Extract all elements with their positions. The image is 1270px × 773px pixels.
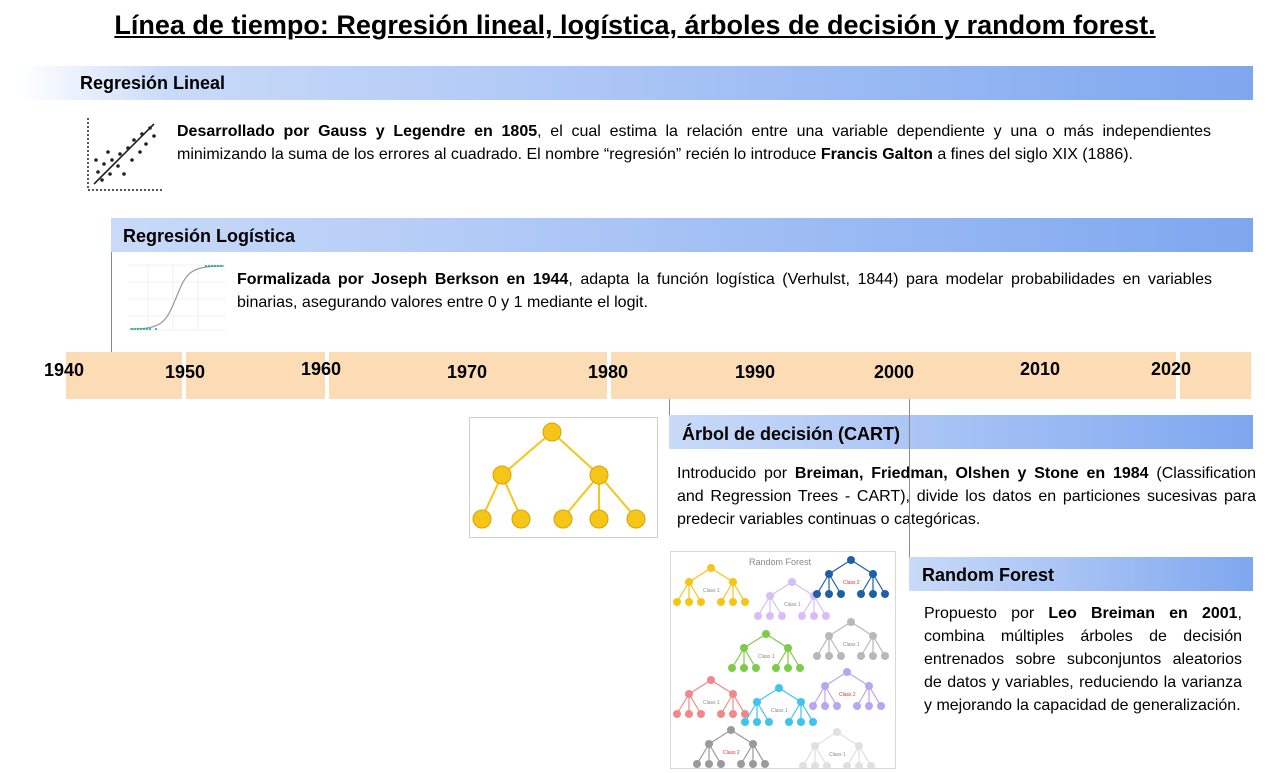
logistic-author: Formalizada por Joseph Berkson en 1944 xyxy=(237,271,569,288)
rf-image-title: Random Forest xyxy=(749,557,812,567)
cart-description: Introducido por Breiman, Friedman, Olshe… xyxy=(677,462,1256,531)
cart-authors: Breiman, Friedman, Olshen y Stone en 198… xyxy=(794,465,1149,482)
forest-tree: Class 2 xyxy=(693,726,769,768)
scatter-plot-icon xyxy=(87,118,162,191)
decision-tree-icon xyxy=(469,417,658,538)
year-2010: 2010 xyxy=(1020,359,1061,379)
forest-class-label: Class 1 xyxy=(703,588,720,594)
random-forest-heading: Random Forest xyxy=(922,565,1055,585)
year-1960: 1960 xyxy=(301,359,342,379)
forest-class-label: Class 2 xyxy=(839,692,856,698)
year-1980: 1980 xyxy=(588,362,629,382)
logistic-connector xyxy=(111,251,112,352)
cart-text-0: Introducido por xyxy=(677,465,795,482)
linear-text-1: , el cual estima la relación entre una v… xyxy=(177,123,1211,163)
forest-tree: Class 1 xyxy=(728,630,804,672)
logistic-text: , adapta la función logística (Verhulst,… xyxy=(237,271,1212,311)
linear-regression-heading: Regresión Lineal xyxy=(80,73,226,93)
year-2020: 2020 xyxy=(1151,359,1192,379)
random-forest-illustration: Random Forest Class 1 Class 1 Class 2 Class… xyxy=(670,551,896,770)
cart-text-1: (Classification and Regression Trees - C… xyxy=(677,465,1256,528)
rf-author: Leo Breiman en 2001 xyxy=(1048,605,1238,622)
logistic-curve-icon xyxy=(118,260,228,338)
forest-class-label: Class 1 xyxy=(784,602,801,608)
logistic-regression-description: Formalizada por Joseph Berkson en 1944, … xyxy=(237,268,1212,314)
year-2000: 2000 xyxy=(874,362,915,382)
forest-class-label: Class 1 xyxy=(829,752,846,758)
cart-connector xyxy=(669,399,670,415)
cart-band xyxy=(669,415,1253,449)
year-1950: 1950 xyxy=(165,362,206,382)
forest-class-label: Class 1 xyxy=(758,654,775,660)
forest-class-label: Class 1 xyxy=(843,642,860,648)
rf-text-1: , combina múltiples árboles de decisión … xyxy=(924,605,1242,714)
axis-segment-3 xyxy=(329,352,607,399)
forest-tree: Class 2 xyxy=(809,668,885,710)
forest-tree: Class 1 xyxy=(673,676,749,718)
forest-tree: Class 1 xyxy=(799,728,875,770)
forest-tree: Class 1 xyxy=(741,684,817,726)
forest-class-label: Class 1 xyxy=(771,708,788,714)
page-title: Línea de tiempo: Regresión lineal, logís… xyxy=(114,10,1156,40)
forest-tree: Class 2 xyxy=(813,556,889,598)
year-1990: 1990 xyxy=(735,362,776,382)
random-forest-description: Propuesto por Leo Breiman en 2001, combi… xyxy=(924,602,1242,717)
forest-tree: Class 1 xyxy=(813,618,889,660)
logistic-regression-heading: Regresión Logística xyxy=(123,226,296,246)
forest-class-label: Class 2 xyxy=(843,580,860,586)
rf-connector xyxy=(909,399,910,557)
cart-heading: Árbol de decisión (CART) xyxy=(682,424,901,444)
linear-regression-band xyxy=(20,66,1253,100)
linear-authors: Desarrollado por Gauss y Legendre en 180… xyxy=(177,123,538,140)
forest-tree: Class 1 xyxy=(673,564,749,606)
axis-segment-1 xyxy=(66,352,182,399)
rf-text-0: Propuesto por xyxy=(924,605,1049,622)
forest-tree: Class 1 xyxy=(754,578,830,620)
linear-galton: Francis Galton xyxy=(820,146,933,163)
axis-segment-4 xyxy=(611,352,1176,399)
axis-segment-5 xyxy=(1180,352,1251,399)
year-1940: 1940 xyxy=(44,360,85,380)
random-forest-band xyxy=(909,557,1253,591)
forest-class-label: Class 2 xyxy=(723,750,740,756)
forest-class-label: Class 1 xyxy=(703,700,720,706)
linear-regression-description: Desarrollado por Gauss y Legendre en 180… xyxy=(177,120,1211,166)
year-1970: 1970 xyxy=(447,362,488,382)
axis-segment-2 xyxy=(186,352,325,399)
forest-trees: Class 1 Class 1 Class 2 Class 1 Class 1 Class… xyxy=(673,556,889,770)
linear-text-2: a fines del siglo XIX (1886). xyxy=(932,146,1133,163)
logistic-regression-band xyxy=(111,218,1253,252)
